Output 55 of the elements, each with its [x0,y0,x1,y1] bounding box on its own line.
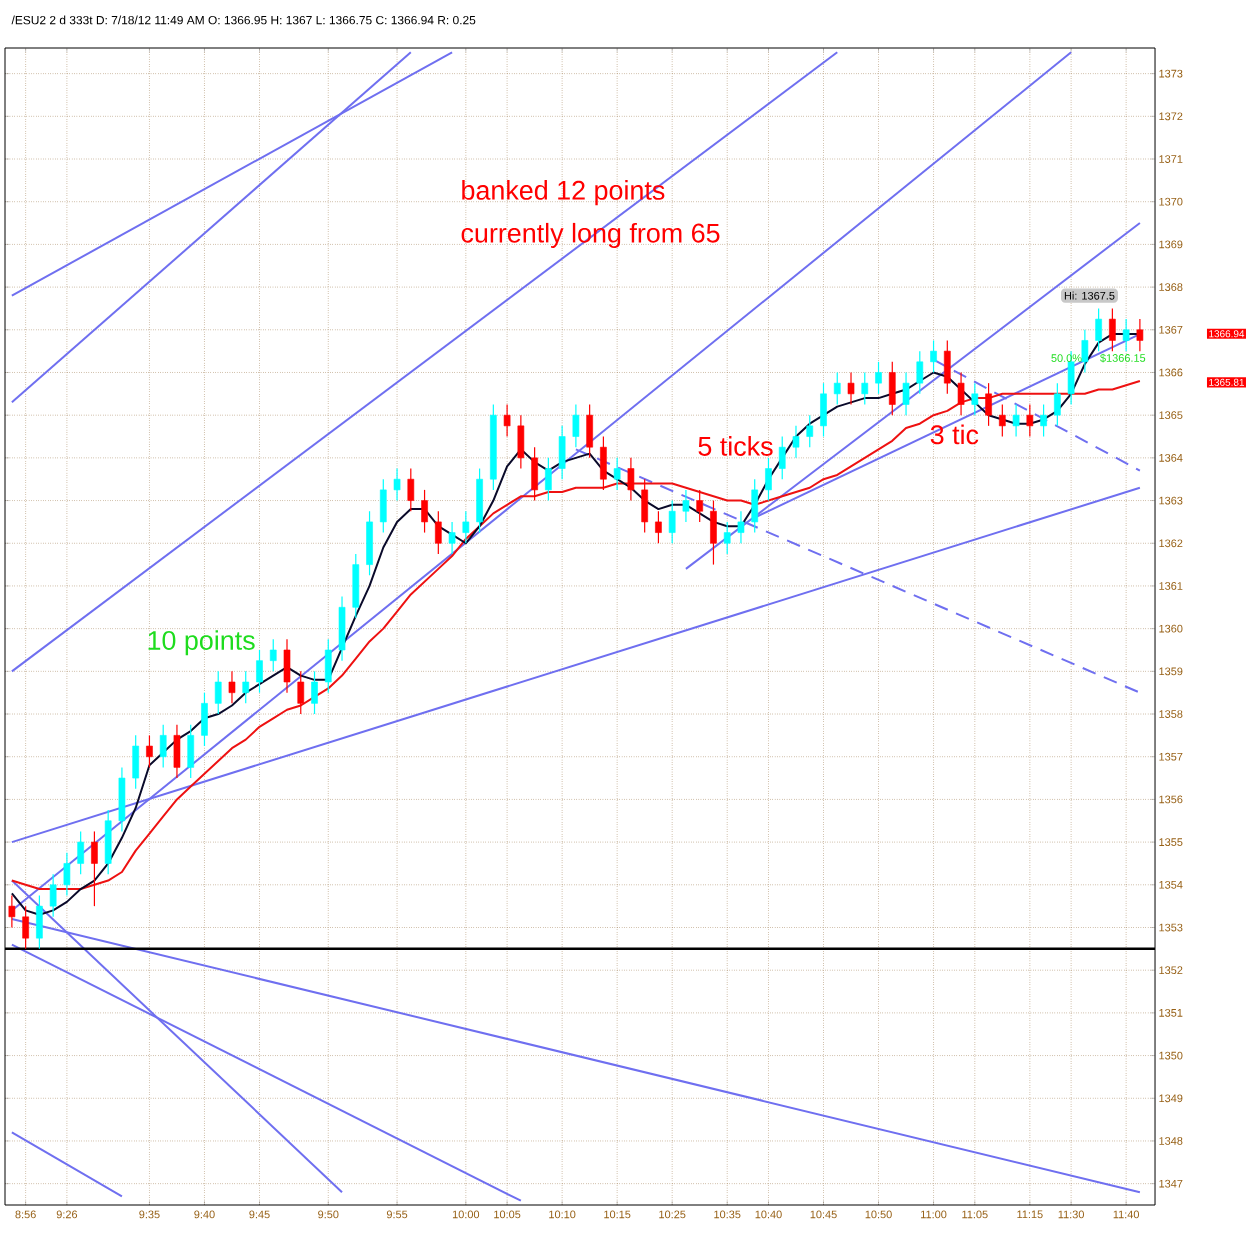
y-tick-label: 1359 [1159,667,1183,676]
y-tick-label: 1369 [1159,240,1183,249]
annotation: 10 points [148,630,255,656]
x-tick-label: 10:05 [494,1210,521,1219]
text: 1365.81 [1209,378,1244,386]
y-tick-label: 1360 [1159,624,1183,633]
x-tick-label: 10:40 [755,1210,782,1219]
x-tick-label: 10:00 [452,1210,480,1219]
y-tick-label: 1353 [1159,923,1183,932]
x-tick-label: 11:00 [921,1210,947,1219]
x-tick-label: 9:40 [194,1210,215,1219]
x-tick-label: 9:26 [56,1210,78,1219]
y-tick-label: 1373 [1159,69,1183,78]
x-tick-label: 8:56 [15,1210,36,1219]
annotation: Hi: 1367.5 [1064,291,1115,300]
x-tick-label: 10:35 [714,1210,741,1219]
x-tick-label: 9:50 [318,1210,339,1219]
y-tick-label: 1358 [1159,710,1183,718]
x-tick-label: 9:55 [386,1210,408,1219]
x-tick-label: 10:10 [549,1210,576,1219]
y-tick-label: 1350 [1159,1051,1183,1060]
y-tick-label: 1355 [1159,838,1183,846]
y-tick-label: 1354 [1159,880,1183,889]
y-tick-label: 1351 [1159,1009,1183,1017]
y-tick-label: 1366 [1159,368,1183,377]
y-tick-label: 1361 [1159,582,1183,590]
y-tick-label: 1371 [1159,155,1183,163]
x-tick-label: 9:35 [139,1210,160,1219]
y-tick-label: 1368 [1159,283,1183,291]
y-tick-label: 1365 [1159,411,1183,420]
y-tick-label: 1348 [1159,1137,1183,1145]
y-tick-label: 1364 [1159,454,1183,462]
x-tick-label: 11:15 [1017,1210,1043,1219]
x-tick-label: 11:05 [962,1210,988,1219]
y-tick-label: 1352 [1159,966,1183,975]
annotation: $1366.15 [1100,353,1146,363]
annotation: 5 ticks [698,436,773,456]
y-tick-label: 1349 [1159,1094,1183,1103]
x-tick-label: 10:25 [659,1210,686,1219]
x-tick-label: 10:45 [810,1210,837,1219]
x-tick-label: 11:40 [1113,1210,1139,1219]
y-tick-label: 1347 [1159,1179,1183,1188]
y-tick-label: 1362 [1159,539,1183,548]
y-tick-label: 1363 [1159,496,1183,505]
chart-subtitle: /ESU2 2 d 333t D: 7/18/12 11:49 AM O: 1366.95 H: 1367 L: 1366.75 C: 1366.94 R: 0.25 [11,15,476,25]
y-tick-label: 1356 [1159,795,1183,804]
y-tick-label: 1367 [1159,325,1183,334]
y-tick-label: 1370 [1159,197,1183,206]
text: 1366.94 [1209,330,1245,338]
x-tick-label: 10:50 [865,1210,892,1219]
x-tick-label: 11:30 [1058,1210,1084,1219]
y-tick-label: 1372 [1159,112,1183,121]
x-tick-label: 9:45 [249,1210,270,1219]
x-tick-label: 10:15 [604,1210,631,1219]
y-tick-label: 1357 [1159,752,1183,761]
